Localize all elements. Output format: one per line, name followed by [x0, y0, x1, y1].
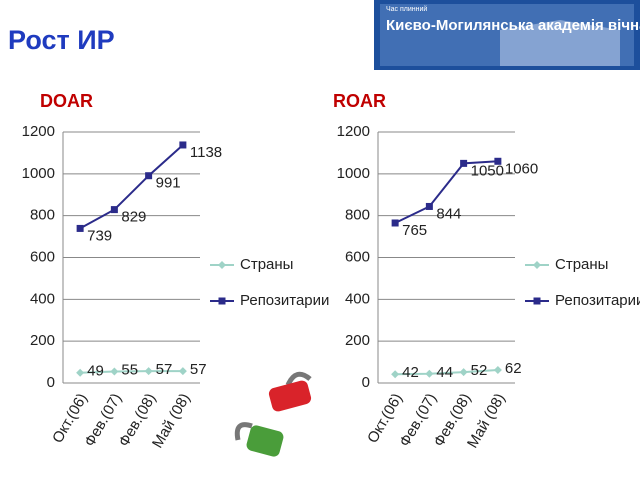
point	[425, 202, 433, 210]
point	[391, 370, 400, 379]
series-line	[394, 160, 498, 224]
y-tick-label: 1000	[337, 165, 370, 182]
data-label: 49	[87, 363, 104, 380]
y-tick-label: 200	[345, 332, 370, 349]
point	[218, 261, 226, 269]
point	[425, 369, 434, 378]
data-label: 739	[87, 227, 112, 244]
chart-title: ROAR	[333, 91, 386, 111]
point	[218, 297, 226, 305]
point	[145, 172, 153, 180]
data-label: 829	[121, 209, 146, 226]
y-tick-label: 600	[30, 248, 55, 265]
data-label: 44	[436, 364, 453, 381]
y-tick-label: 400	[345, 290, 370, 307]
data-label: 42	[402, 364, 419, 381]
data-label: 57	[156, 361, 173, 378]
series-line	[395, 369, 498, 376]
data-label: 62	[505, 360, 522, 377]
data-label: 1138	[190, 144, 222, 161]
point	[179, 141, 187, 149]
series-line	[80, 370, 183, 374]
chart-title: DOAR	[40, 91, 93, 111]
banner-small-text: Час плинний	[386, 5, 427, 13]
data-label: 57	[190, 361, 207, 378]
legend-entry: Страны	[240, 256, 294, 273]
point	[460, 159, 468, 167]
y-tick-label: 800	[345, 207, 370, 224]
point	[144, 367, 153, 376]
point	[494, 157, 502, 165]
banner-building	[500, 20, 620, 66]
y-tick-label: 1200	[337, 123, 370, 140]
point	[459, 368, 468, 377]
data-label: 1060	[505, 160, 538, 177]
legend-entry: Страны	[555, 256, 609, 273]
data-label: 52	[471, 362, 488, 379]
data-label: 1050	[471, 162, 504, 179]
padlock-green	[234, 422, 284, 457]
point	[110, 367, 119, 376]
y-tick-label: 600	[345, 248, 370, 265]
y-tick-label: 1000	[22, 165, 55, 182]
y-tick-label: 1200	[22, 123, 55, 140]
point	[110, 206, 118, 214]
point	[533, 297, 541, 305]
data-label: 844	[436, 205, 461, 222]
series-line	[79, 144, 184, 230]
slide-title: Рост ИР	[8, 25, 115, 55]
point	[493, 366, 502, 375]
point	[76, 368, 85, 377]
legend-entry: Репозитарии	[240, 292, 330, 309]
padlock-red	[268, 371, 312, 412]
data-label: 991	[156, 175, 181, 192]
point	[76, 224, 84, 232]
data-label: 765	[402, 222, 427, 239]
point	[391, 219, 399, 227]
banner: Час плинний Києво-Могилянська академія в…	[374, 0, 640, 70]
data-label: 55	[121, 361, 138, 378]
y-tick-label: 800	[30, 207, 55, 224]
y-tick-label: 0	[362, 374, 370, 391]
y-tick-label: 0	[47, 374, 55, 391]
point	[533, 261, 541, 269]
y-tick-label: 400	[30, 290, 55, 307]
point	[178, 367, 187, 376]
y-tick-label: 200	[30, 332, 55, 349]
banner-text: Києво-Могилянська академія вічна	[386, 17, 640, 34]
legend-entry: Репозитарии	[555, 292, 640, 309]
